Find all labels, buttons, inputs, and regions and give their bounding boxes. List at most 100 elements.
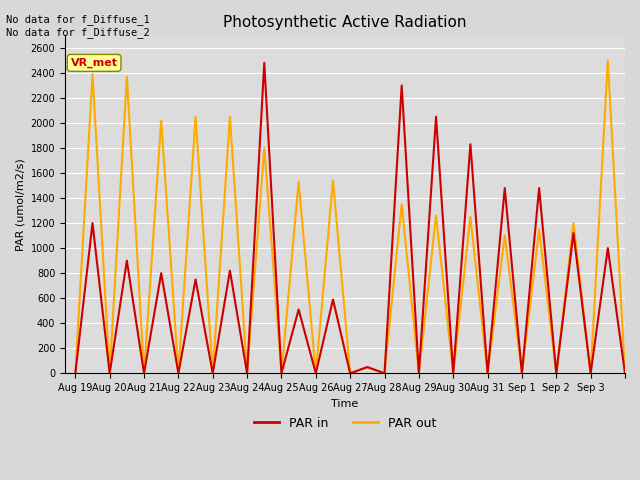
PAR out <box>106 371 113 376</box>
PAR out <box>552 371 560 376</box>
PAR in <box>123 258 131 264</box>
Line: PAR in: PAR in <box>76 63 625 373</box>
PAR in <box>587 371 595 376</box>
PAR out <box>535 227 543 232</box>
PAR in <box>501 185 509 191</box>
PAR in <box>415 371 422 376</box>
PAR out <box>106 371 113 376</box>
Title: Photosynthetic Active Radiation: Photosynthetic Active Radiation <box>223 15 467 30</box>
PAR in <box>518 371 526 376</box>
Text: No data for f_Diffuse_1
No data for f_Diffuse_2: No data for f_Diffuse_1 No data for f_Di… <box>6 14 150 38</box>
PAR out <box>346 371 354 376</box>
PAR out <box>243 371 251 376</box>
PAR in <box>312 371 319 376</box>
PAR out <box>123 74 131 80</box>
PAR in <box>140 371 148 376</box>
PAR out <box>415 371 422 376</box>
PAR in <box>570 230 577 236</box>
PAR out <box>432 213 440 218</box>
PAR out <box>175 371 182 376</box>
PAR in <box>535 185 543 191</box>
PAR out <box>278 371 285 376</box>
PAR out <box>501 233 509 239</box>
PAR in <box>346 371 354 376</box>
PAR out <box>157 118 165 123</box>
PAR out <box>398 202 406 207</box>
PAR in <box>484 371 492 376</box>
PAR out <box>484 371 492 376</box>
PAR in <box>278 371 285 376</box>
PAR in <box>209 371 216 376</box>
PAR in <box>398 83 406 88</box>
PAR out <box>260 145 268 151</box>
PAR in <box>621 371 629 376</box>
PAR in <box>209 371 216 376</box>
PAR out <box>587 371 595 376</box>
PAR out <box>449 371 457 376</box>
PAR in <box>175 371 182 376</box>
PAR in <box>587 371 595 376</box>
PAR out <box>209 371 216 376</box>
PAR out <box>243 371 251 376</box>
PAR in <box>243 371 251 376</box>
PAR in <box>484 371 492 376</box>
PAR in <box>552 371 560 376</box>
PAR in <box>604 245 612 251</box>
PAR out <box>89 71 97 77</box>
PAR out <box>329 178 337 183</box>
PAR out <box>484 371 492 376</box>
Legend: PAR in, PAR out: PAR in, PAR out <box>248 412 442 435</box>
PAR in <box>243 371 251 376</box>
Y-axis label: PAR (umol/m2/s): PAR (umol/m2/s) <box>15 158 25 251</box>
PAR out <box>140 371 148 376</box>
PAR in <box>381 371 388 376</box>
PAR out <box>364 364 371 370</box>
PAR in <box>364 364 371 370</box>
PAR out <box>209 371 216 376</box>
PAR in <box>518 371 526 376</box>
PAR out <box>175 371 182 376</box>
PAR out <box>192 114 200 120</box>
PAR in <box>552 371 560 376</box>
PAR out <box>587 371 595 376</box>
PAR in <box>449 371 457 376</box>
PAR out <box>449 371 457 376</box>
PAR out <box>312 371 319 376</box>
PAR out <box>415 371 422 376</box>
PAR in <box>260 60 268 66</box>
PAR in <box>226 268 234 274</box>
PAR out <box>621 371 629 376</box>
PAR in <box>157 270 165 276</box>
PAR in <box>106 371 113 376</box>
PAR out <box>140 371 148 376</box>
PAR in <box>449 371 457 376</box>
PAR in <box>140 371 148 376</box>
PAR out <box>226 114 234 120</box>
PAR out <box>381 371 388 376</box>
PAR out <box>312 371 319 376</box>
PAR out <box>72 371 79 376</box>
PAR out <box>518 371 526 376</box>
PAR in <box>106 371 113 376</box>
PAR out <box>278 371 285 376</box>
PAR out <box>381 371 388 376</box>
PAR in <box>72 371 79 376</box>
PAR out <box>570 220 577 226</box>
PAR in <box>415 371 422 376</box>
PAR in <box>175 371 182 376</box>
PAR out <box>552 371 560 376</box>
PAR in <box>278 371 285 376</box>
PAR in <box>467 142 474 147</box>
PAR out <box>604 58 612 63</box>
Text: VR_met: VR_met <box>70 58 118 68</box>
PAR in <box>312 371 319 376</box>
PAR out <box>518 371 526 376</box>
X-axis label: Time: Time <box>332 398 358 408</box>
PAR out <box>295 179 303 185</box>
PAR in <box>432 114 440 120</box>
PAR in <box>295 307 303 312</box>
PAR out <box>467 214 474 220</box>
PAR in <box>89 220 97 226</box>
PAR in <box>329 297 337 302</box>
Line: PAR out: PAR out <box>76 60 625 373</box>
